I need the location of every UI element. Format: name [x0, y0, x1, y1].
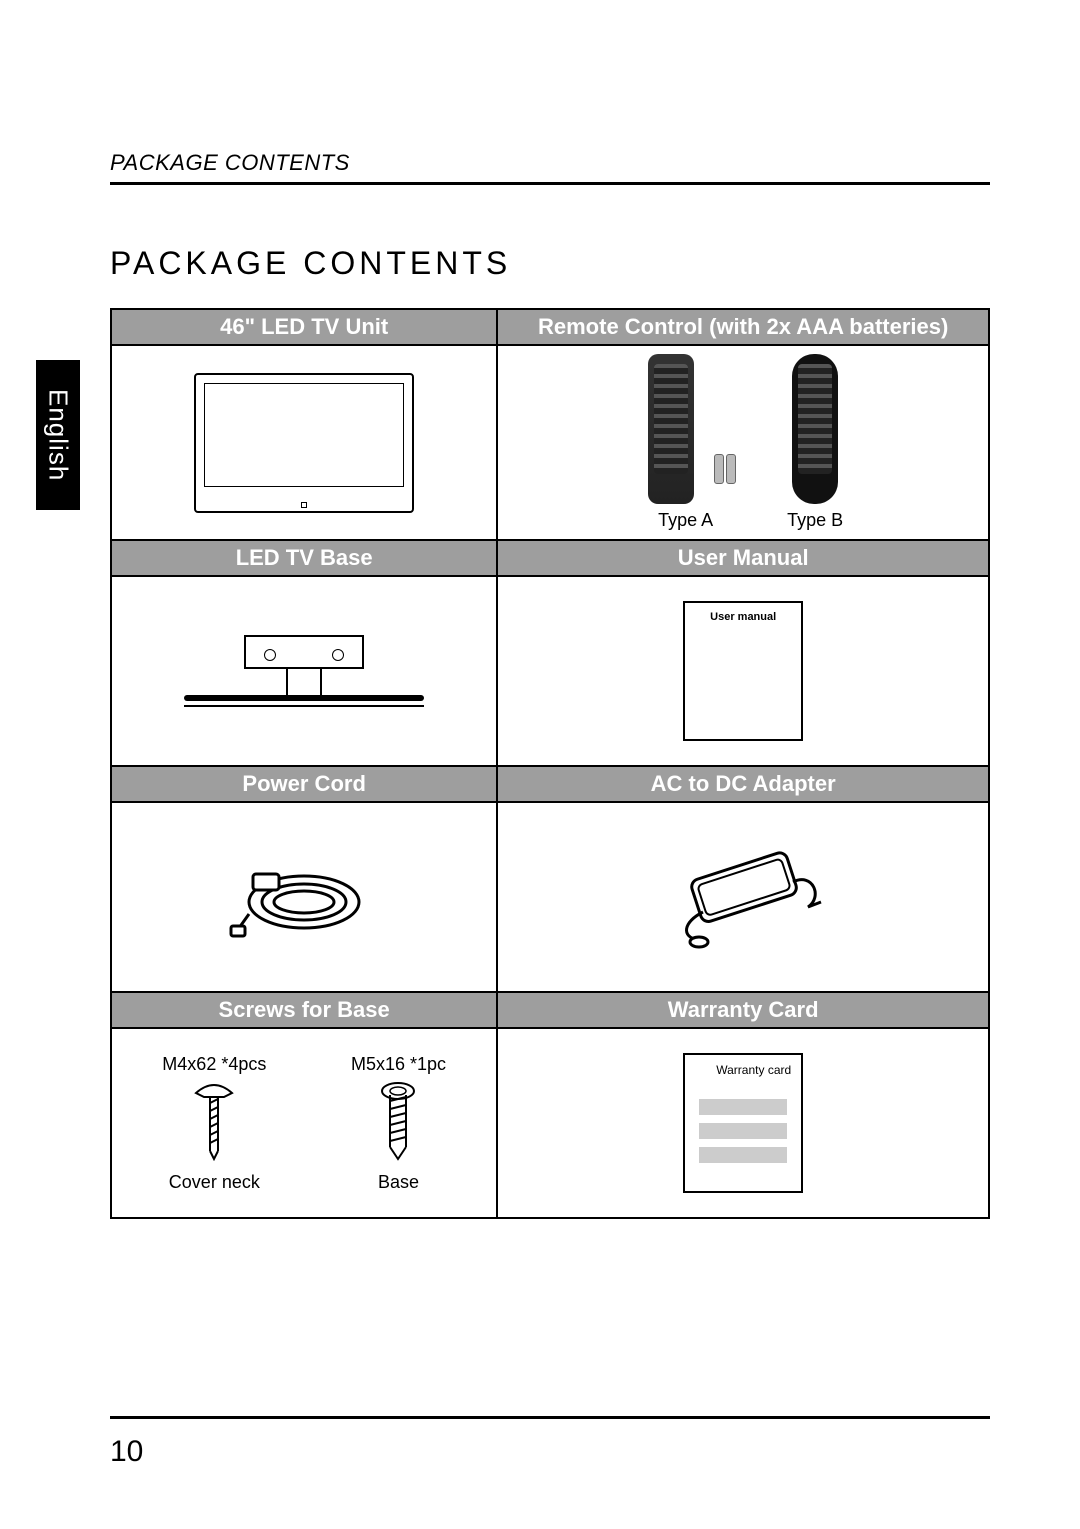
language-tab-label: English: [43, 389, 74, 481]
screw-right-bottom-label: Base: [351, 1172, 446, 1193]
remote-a-label: Type A: [634, 510, 737, 531]
table-header-row: 46" LED TV Unit Remote Control (with 2x …: [111, 309, 989, 345]
cell-tv-unit: [111, 345, 497, 540]
screw-left-bottom-label: Cover neck: [162, 1172, 266, 1193]
screw-right-group: M5x16 *1pc Base: [351, 1054, 446, 1193]
user-manual-booklet-label: User manual: [685, 611, 801, 623]
remote-b-icon: [792, 354, 838, 504]
warranty-booklet-label: Warranty card: [716, 1063, 791, 1077]
package-contents-table: 46" LED TV Unit Remote Control (with 2x …: [110, 308, 990, 1219]
cell-screws: M4x62 *4pcs Cover neck M5x16 *1pc: [111, 1028, 497, 1218]
header-tv-base: LED TV Base: [111, 540, 497, 576]
screw-left-top-label: M4x62 *4pcs: [162, 1054, 266, 1075]
cell-user-manual: User manual: [497, 576, 989, 766]
batteries-icon: [713, 454, 737, 489]
running-head: PACKAGE CONTENTS: [110, 150, 990, 176]
table-row: M4x62 *4pcs Cover neck M5x16 *1pc: [111, 1028, 989, 1218]
footer-rule: [110, 1416, 990, 1419]
page: English PACKAGE CONTENTS PACKAGE CONTENT…: [0, 0, 1080, 1529]
adapter-icon: [653, 842, 833, 952]
table-header-row: LED TV Base User Manual: [111, 540, 989, 576]
cell-power-cord: [111, 802, 497, 992]
cell-tv-base: [111, 576, 497, 766]
header-rule: [110, 182, 990, 185]
header-tv-unit: 46" LED TV Unit: [111, 309, 497, 345]
header-screws: Screws for Base: [111, 992, 497, 1028]
cell-warranty: Warranty card: [497, 1028, 989, 1218]
power-cord-icon: [229, 852, 379, 942]
section-title: PACKAGE CONTENTS: [110, 245, 990, 282]
screw-left-group: M4x62 *4pcs Cover neck: [162, 1054, 266, 1193]
remote-a-icon: [648, 354, 694, 504]
table-row: Type A Type B: [111, 345, 989, 540]
header-user-manual: User Manual: [497, 540, 989, 576]
table-row: User manual: [111, 576, 989, 766]
cell-adapter: [497, 802, 989, 992]
tv-base-icon: [184, 635, 424, 707]
table-header-row: Screws for Base Warranty Card: [111, 992, 989, 1028]
screw-left-icon: [192, 1081, 236, 1161]
header-adapter: AC to DC Adapter: [497, 766, 989, 802]
remote-type-a-group: Type A: [634, 354, 737, 531]
user-manual-icon: User manual: [683, 601, 803, 741]
header-warranty: Warranty Card: [497, 992, 989, 1028]
screw-right-top-label: M5x16 *1pc: [351, 1054, 446, 1075]
cell-remote: Type A Type B: [497, 345, 989, 540]
header-remote-control: Remote Control (with 2x AAA batteries): [497, 309, 989, 345]
table-row: [111, 802, 989, 992]
remote-b-label: Type B: [778, 510, 852, 531]
tv-icon: [194, 373, 414, 513]
header-power-cord: Power Cord: [111, 766, 497, 802]
language-tab: English: [36, 360, 80, 510]
screw-right-icon: [376, 1081, 420, 1161]
table-header-row: Power Cord AC to DC Adapter: [111, 766, 989, 802]
warranty-card-icon: Warranty card: [683, 1053, 803, 1193]
page-number: 10: [110, 1435, 143, 1469]
remote-type-b-group: Type B: [778, 354, 852, 531]
